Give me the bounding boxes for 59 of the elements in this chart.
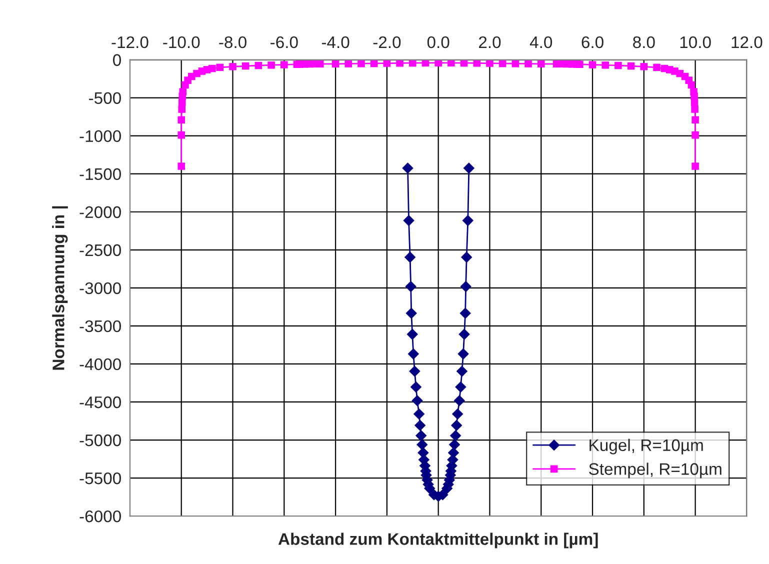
x-tick-label: -4.0 [322,36,350,48]
y-tick-label: -5000 [80,434,121,446]
y-tick-label: -5500 [80,472,121,484]
y-tick-label: -500 [89,92,121,104]
point [402,162,414,174]
point [408,348,419,360]
y-tick-label: -4000 [80,358,121,370]
point [414,420,426,431]
point [455,382,466,392]
x-tick-label: -2.0 [373,36,401,48]
point [409,366,420,377]
y-tick-label: 0 [113,54,121,66]
point [416,439,428,450]
point [448,447,459,458]
point [456,366,468,377]
point [460,281,472,292]
y-tick-label: -1000 [80,130,121,142]
x-tick-label: 8.0 [633,36,655,48]
y-tick-label: -1500 [80,168,121,180]
x-tick-label: 10.0 [680,36,711,48]
point [412,395,423,406]
point [454,395,465,406]
y-tick-label: -4500 [80,396,121,408]
point [451,420,462,431]
x-tick-label: 6.0 [582,36,604,48]
point [463,162,474,174]
point [452,408,464,420]
point [404,252,416,263]
point [449,439,460,450]
x-tick-label: -8.0 [219,36,246,48]
x-tick-label: -10.0 [163,36,200,48]
point [410,382,422,392]
point [405,281,416,292]
point [406,328,418,340]
x-tick-label: -12.0 [112,36,148,48]
y-tick-label: -2000 [80,206,121,218]
point [406,308,417,319]
y-tick-label: -2500 [80,244,121,256]
point [403,215,414,226]
point [461,252,472,263]
point [458,328,470,340]
x-tick-label: 2.0 [478,36,501,48]
point [458,348,469,360]
point [462,215,474,226]
legend-label: Kugel, R=10µm [590,438,703,454]
y-tick-label: -6000 [80,510,121,522]
point [416,430,427,442]
y-tick-label: -3000 [80,282,121,294]
legend-label: Stempel, R=10µm [589,462,722,478]
point [460,308,471,319]
y-axis-title: Normalspannung in | [52,206,68,370]
x-tick-label: 4.0 [530,36,552,48]
x-tick-label: 0.0 [427,36,450,48]
point [414,408,424,420]
y-tick-label: -3500 [80,320,121,332]
x-tick-label: 12.0 [732,36,762,48]
point [450,430,461,442]
x-axis-title: Abstand zum Kontaktmittelpunkt in [µm] [278,532,598,548]
x-tick-label: -6.0 [270,36,298,48]
